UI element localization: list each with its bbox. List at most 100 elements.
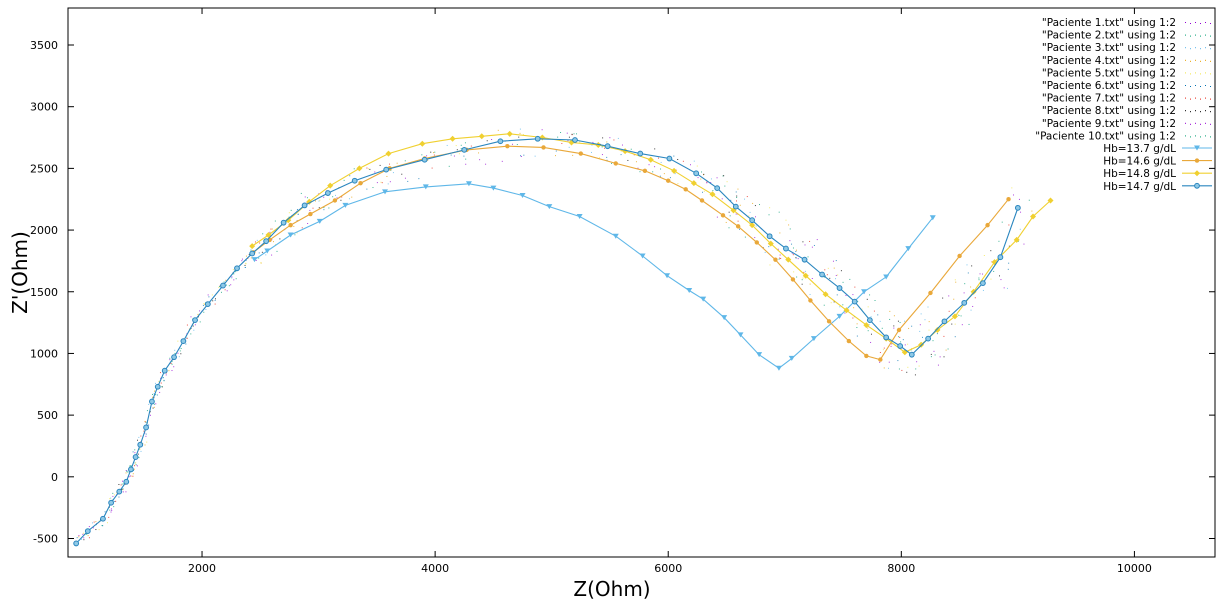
- scatter-point: [673, 155, 675, 157]
- scatter-point: [890, 338, 892, 340]
- scatter-point: [947, 348, 949, 350]
- legend-sample-point: [1200, 48, 1201, 50]
- scatter-point: [85, 533, 87, 535]
- scatter-point: [460, 148, 462, 150]
- scatter-point: [122, 489, 124, 491]
- legend-sample-point: [1195, 135, 1196, 137]
- scatter-point: [669, 177, 671, 179]
- scatter-point: [654, 148, 656, 150]
- scatter-point: [768, 214, 770, 216]
- scatter-point: [555, 155, 557, 157]
- scatter-point: [769, 207, 771, 209]
- legend-label: "Paciente 1.txt" using 1:2: [1042, 17, 1176, 29]
- series-3: [249, 130, 1054, 356]
- scatter-point: [830, 302, 832, 304]
- scatter-point: [785, 219, 787, 221]
- scatter-point: [113, 494, 115, 496]
- scatter-point: [712, 190, 714, 192]
- scatter-point: [754, 216, 756, 218]
- scatter-point: [159, 372, 161, 374]
- data-point: [1013, 236, 1020, 243]
- scatter-point: [269, 231, 271, 233]
- data-point: [864, 353, 869, 359]
- scatter-point: [802, 277, 804, 279]
- scatter-point: [174, 349, 176, 351]
- scatter-point: [960, 315, 962, 317]
- data-point: [249, 243, 256, 250]
- data-point: [664, 273, 671, 279]
- legend-sample-point: [1200, 136, 1201, 138]
- scatter-point: [433, 154, 435, 156]
- scatter-point: [842, 281, 844, 283]
- scatter-point: [152, 407, 154, 409]
- scatter-point: [448, 165, 450, 167]
- data-point: [234, 265, 240, 272]
- scatter-point: [241, 258, 243, 260]
- data-point: [951, 313, 958, 320]
- scatter-point: [135, 464, 137, 466]
- scatter-point: [736, 195, 738, 197]
- scatter-point: [803, 271, 805, 273]
- scatter-point: [738, 228, 740, 230]
- scatter-point: [736, 196, 738, 198]
- data-point: [878, 357, 883, 362]
- scatter-point: [226, 284, 228, 286]
- data-point: [836, 313, 843, 319]
- legend-sample-point: [1200, 123, 1201, 125]
- legend-sample-point: [1205, 72, 1206, 74]
- scatter-point: [131, 475, 133, 477]
- scatter-point: [101, 525, 103, 527]
- scatter-point: [869, 294, 871, 296]
- scatter-point: [904, 344, 906, 346]
- scatter-point: [332, 196, 334, 198]
- data-point: [647, 156, 654, 163]
- scatter-point: [353, 168, 355, 170]
- scatter-point: [789, 228, 791, 230]
- data-point: [754, 240, 759, 245]
- scatter-point: [1008, 262, 1010, 264]
- scatter-point: [677, 158, 679, 160]
- scatter-point: [376, 182, 378, 184]
- scatter-point: [111, 509, 113, 511]
- scatter-point: [811, 246, 813, 248]
- scatter-point: [797, 258, 799, 260]
- data-point: [180, 338, 187, 345]
- y-tick-label: 1500: [30, 286, 58, 299]
- series-4: [73, 135, 1021, 547]
- scatter-point: [522, 134, 524, 136]
- scatter-point: [764, 251, 766, 253]
- data-point: [941, 318, 948, 325]
- scatter-point: [601, 146, 603, 148]
- scatter-point: [779, 254, 781, 256]
- scatter-point: [870, 341, 872, 343]
- scatter-point: [146, 410, 148, 412]
- scatter-point: [155, 403, 157, 405]
- data-point: [576, 213, 583, 219]
- scatter-point: [244, 266, 246, 268]
- scatter-point: [748, 215, 750, 217]
- scatter-point: [866, 298, 868, 300]
- legend-sample-point: [1195, 122, 1196, 124]
- scatter-point: [573, 133, 575, 135]
- scatter-point: [576, 133, 578, 135]
- legend-sample-point: [1210, 98, 1211, 100]
- scatter-point: [1000, 279, 1002, 281]
- scatter-point: [836, 294, 838, 296]
- data-point: [422, 184, 429, 190]
- legend-sample-point: [1205, 34, 1206, 36]
- data-point: [506, 130, 513, 137]
- scatter-point: [220, 291, 222, 293]
- scatter-point: [927, 306, 929, 308]
- scatter-point: [78, 535, 80, 537]
- scatter-point: [654, 166, 656, 168]
- legend-sample-point: [1190, 123, 1191, 125]
- scatter-point: [856, 335, 858, 337]
- scatter-point: [710, 182, 712, 184]
- data-point: [497, 138, 504, 145]
- data-point: [846, 338, 852, 344]
- scatter-point: [659, 175, 661, 177]
- data-point: [478, 133, 485, 140]
- scatter-point: [945, 349, 947, 351]
- scatter-point: [168, 370, 170, 372]
